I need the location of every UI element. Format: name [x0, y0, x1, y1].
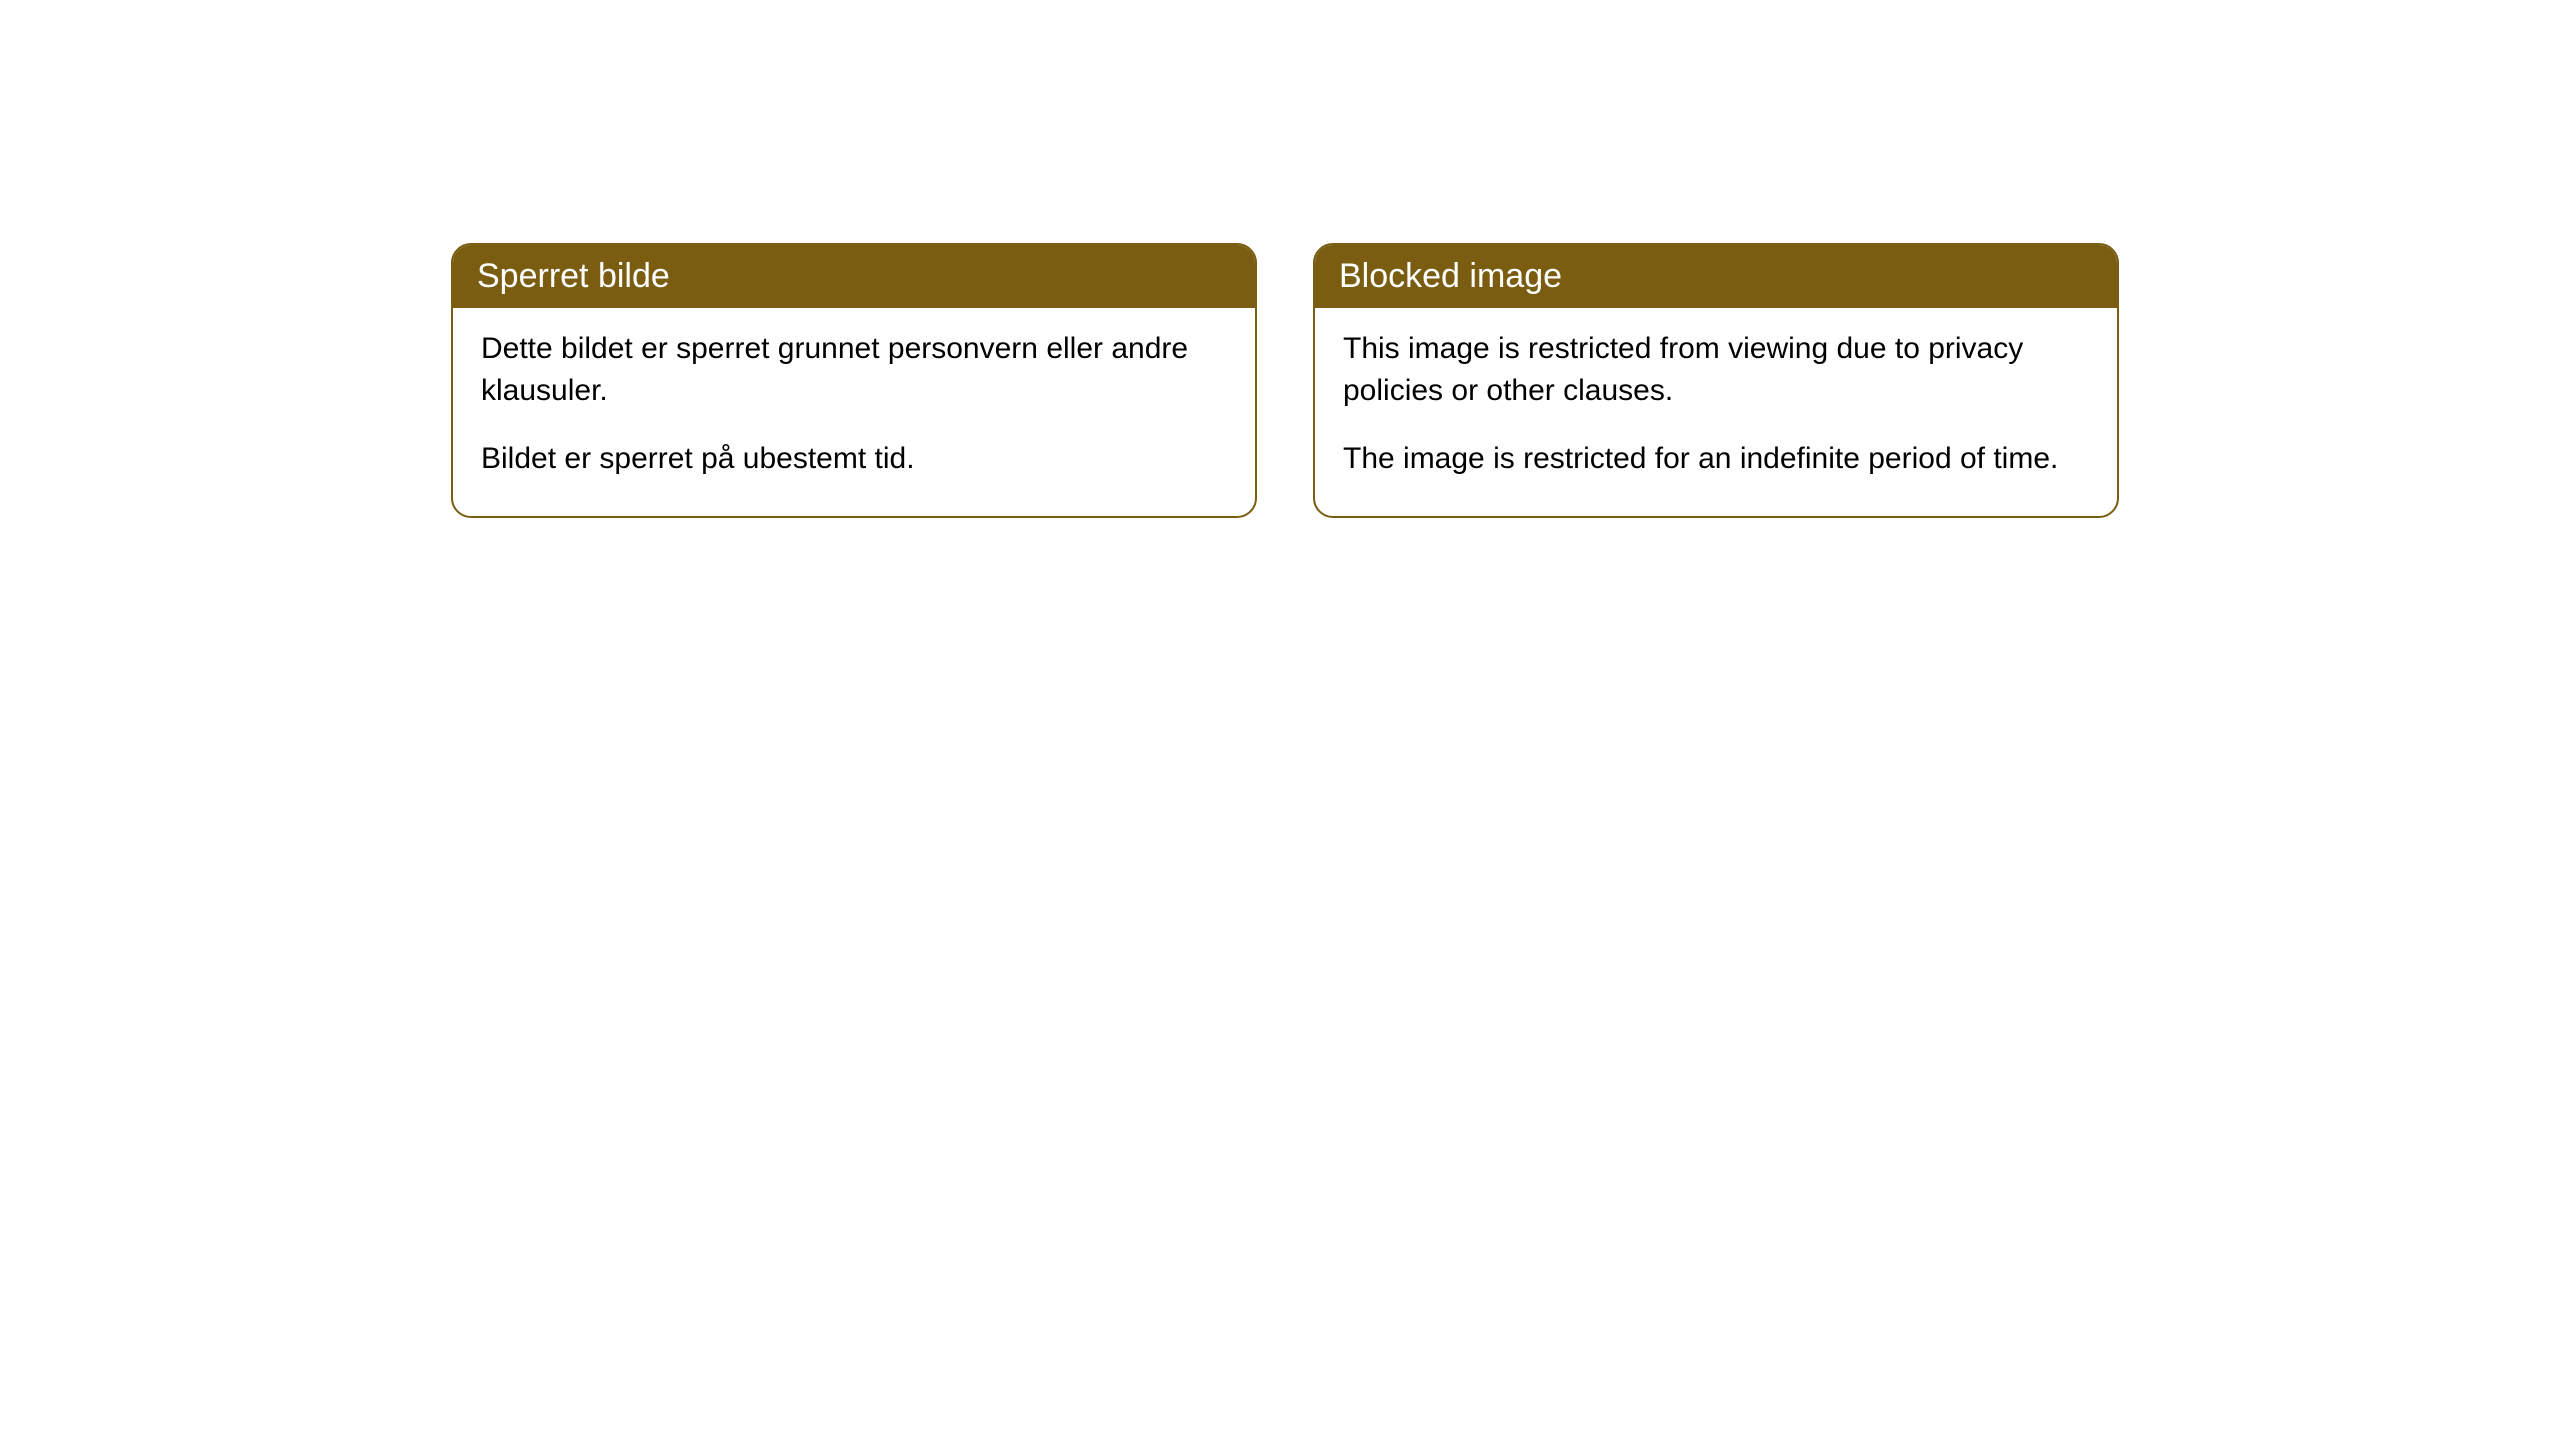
notice-card-norwegian: Sperret bilde Dette bildet er sperret gr… [451, 243, 1257, 518]
card-title: Blocked image [1315, 245, 2117, 308]
card-paragraph: Bildet er sperret på ubestemt tid. [481, 438, 1227, 480]
notice-card-english: Blocked image This image is restricted f… [1313, 243, 2119, 518]
card-body: This image is restricted from viewing du… [1315, 308, 2117, 516]
card-paragraph: The image is restricted for an indefinit… [1343, 438, 2089, 480]
card-paragraph: This image is restricted from viewing du… [1343, 328, 2089, 412]
card-body: Dette bildet er sperret grunnet personve… [453, 308, 1255, 516]
card-paragraph: Dette bildet er sperret grunnet personve… [481, 328, 1227, 412]
card-title: Sperret bilde [453, 245, 1255, 308]
notice-cards-container: Sperret bilde Dette bildet er sperret gr… [451, 243, 2119, 518]
